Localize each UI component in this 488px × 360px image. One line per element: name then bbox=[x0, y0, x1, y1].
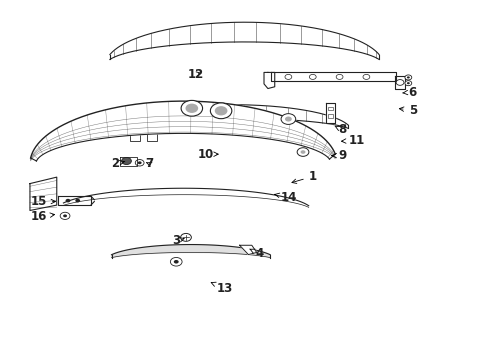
Polygon shape bbox=[31, 101, 335, 161]
Circle shape bbox=[297, 148, 308, 156]
Circle shape bbox=[285, 117, 291, 122]
Circle shape bbox=[404, 75, 411, 80]
Text: 10: 10 bbox=[197, 148, 218, 161]
Circle shape bbox=[173, 260, 178, 264]
Bar bbox=[147, 132, 157, 140]
Circle shape bbox=[65, 199, 70, 202]
Text: 5: 5 bbox=[399, 104, 416, 117]
Text: 8: 8 bbox=[334, 123, 346, 136]
Text: 3: 3 bbox=[172, 234, 184, 247]
Circle shape bbox=[60, 212, 70, 220]
Text: 7: 7 bbox=[145, 157, 153, 170]
Polygon shape bbox=[58, 196, 91, 205]
Text: 14: 14 bbox=[274, 191, 296, 204]
Circle shape bbox=[281, 114, 295, 125]
Polygon shape bbox=[120, 157, 137, 166]
Bar bbox=[130, 132, 140, 140]
Polygon shape bbox=[239, 245, 256, 255]
Bar bbox=[327, 107, 332, 111]
Polygon shape bbox=[63, 188, 308, 207]
Circle shape bbox=[406, 82, 409, 84]
Circle shape bbox=[63, 215, 67, 217]
Polygon shape bbox=[111, 244, 270, 258]
Polygon shape bbox=[326, 103, 334, 123]
Text: 9: 9 bbox=[331, 149, 346, 162]
Text: 6: 6 bbox=[402, 86, 416, 99]
Polygon shape bbox=[30, 177, 57, 211]
Polygon shape bbox=[264, 72, 274, 89]
Circle shape bbox=[170, 257, 182, 266]
Text: 11: 11 bbox=[341, 134, 364, 147]
Circle shape bbox=[300, 150, 305, 154]
Circle shape bbox=[122, 157, 131, 165]
Circle shape bbox=[181, 100, 202, 116]
Circle shape bbox=[185, 104, 198, 113]
Text: 12: 12 bbox=[187, 68, 203, 81]
Circle shape bbox=[210, 103, 231, 119]
Circle shape bbox=[395, 80, 403, 85]
Circle shape bbox=[404, 81, 411, 86]
Circle shape bbox=[285, 75, 291, 80]
Text: 13: 13 bbox=[211, 282, 233, 295]
Circle shape bbox=[180, 233, 191, 241]
Text: 16: 16 bbox=[30, 210, 55, 223]
Polygon shape bbox=[394, 76, 405, 89]
Circle shape bbox=[138, 161, 142, 164]
Circle shape bbox=[135, 159, 144, 166]
Polygon shape bbox=[271, 72, 395, 81]
Circle shape bbox=[362, 75, 369, 80]
Polygon shape bbox=[110, 22, 378, 59]
Text: 15: 15 bbox=[30, 195, 55, 208]
Text: 2: 2 bbox=[111, 157, 124, 170]
Circle shape bbox=[406, 76, 409, 78]
Circle shape bbox=[214, 106, 227, 116]
Text: 1: 1 bbox=[291, 170, 316, 183]
Bar bbox=[327, 114, 332, 118]
Circle shape bbox=[335, 75, 342, 80]
Text: 4: 4 bbox=[249, 247, 263, 260]
Circle shape bbox=[75, 199, 80, 202]
Circle shape bbox=[309, 75, 316, 80]
Polygon shape bbox=[116, 105, 347, 128]
